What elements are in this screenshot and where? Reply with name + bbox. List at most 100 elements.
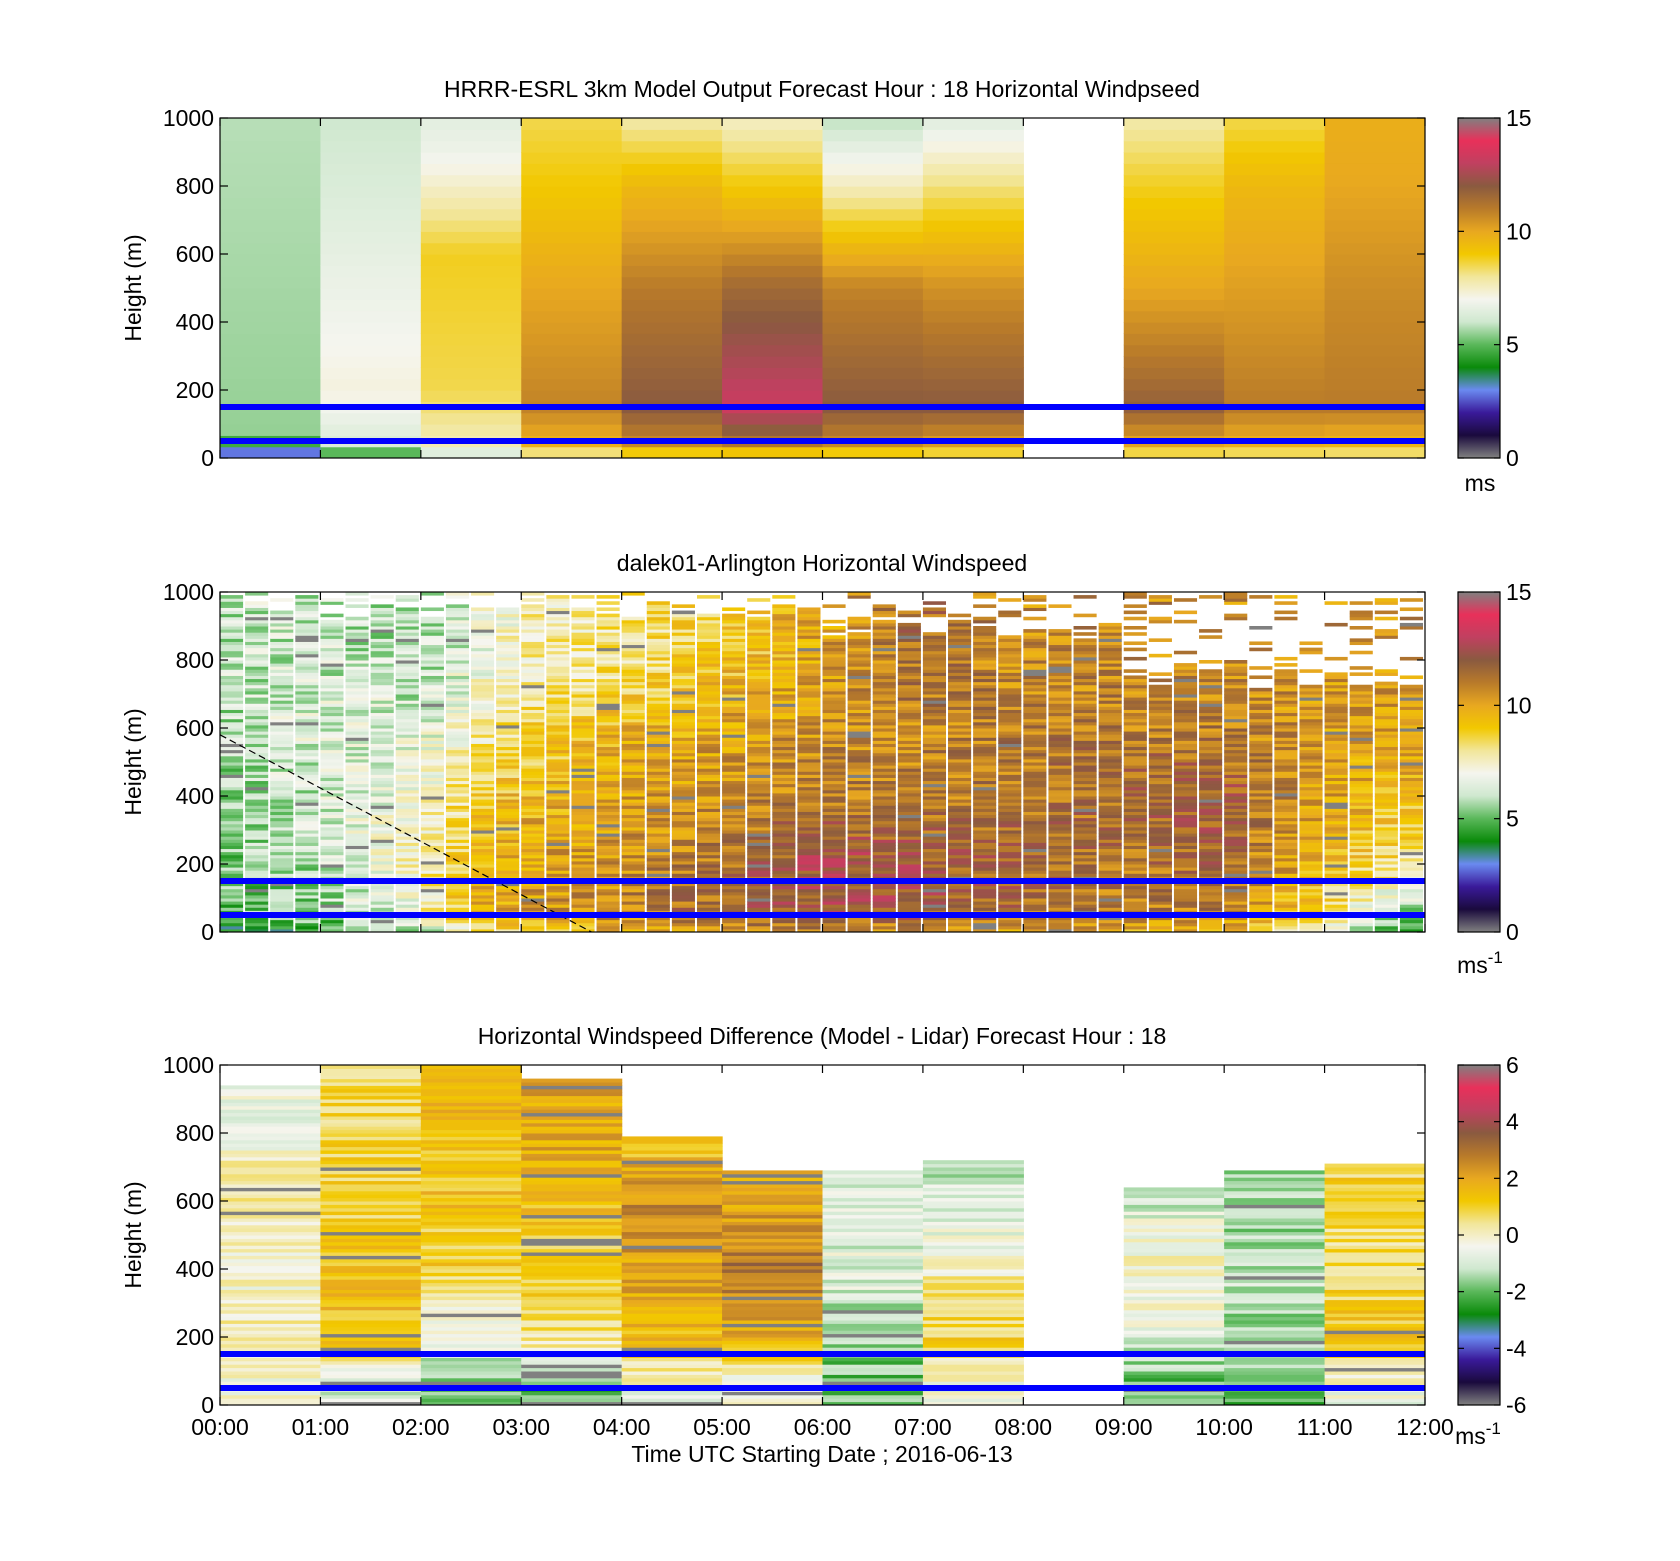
heatmap-cell (1224, 690, 1248, 695)
heatmap-cell (747, 833, 771, 837)
heatmap-cell (521, 870, 545, 874)
heatmap-cell (696, 830, 721, 834)
heatmap-cell (1173, 867, 1198, 871)
heatmap-cell (295, 715, 319, 720)
heatmap-cell (1023, 706, 1047, 710)
heatmap-cell (521, 610, 545, 615)
heatmap-cell (1224, 845, 1248, 850)
heatmap-cell (420, 242, 522, 255)
heatmap-cell (922, 780, 947, 785)
heatmap-cell (521, 356, 623, 368)
heatmap-cell (546, 598, 570, 602)
heatmap-cell (872, 721, 896, 726)
heatmap-cell (722, 888, 746, 893)
heatmap-cell (1073, 928, 1097, 932)
heatmap-cell (772, 709, 796, 714)
heatmap-cell (998, 888, 1022, 893)
heatmap-cell (722, 622, 746, 627)
heatmap-cell (571, 814, 595, 819)
heatmap-cell (345, 919, 369, 924)
heatmap-cell (948, 799, 972, 803)
heatmap-cell (772, 669, 796, 673)
heatmap-cell (295, 860, 319, 865)
heatmap-cell (772, 728, 796, 732)
heatmap-cell (722, 641, 746, 646)
heatmap-cell (696, 771, 721, 775)
heatmap-cell (1123, 675, 1147, 680)
heatmap-cell (420, 231, 522, 244)
heatmap-cell (270, 811, 294, 816)
heatmap-cell (1224, 796, 1248, 800)
heatmap-cell (747, 799, 771, 803)
heatmap-cell (772, 734, 796, 738)
heatmap-cell (345, 622, 369, 627)
heatmap-cell (521, 663, 545, 667)
heatmap-cell (1098, 928, 1122, 932)
heatmap-cell (471, 885, 495, 890)
heatmap-cell (1073, 783, 1097, 788)
heatmap-cell (1249, 626, 1273, 630)
heatmap-cell (1148, 826, 1172, 831)
heatmap-cell (747, 737, 771, 741)
heatmap-cell (1123, 768, 1147, 772)
heatmap-cell (973, 885, 997, 890)
heatmap-cell (973, 749, 997, 754)
heatmap-cell (747, 901, 771, 905)
heatmap-cell (320, 709, 344, 714)
heatmap-cell (772, 873, 796, 877)
heatmap-cell (973, 604, 997, 608)
heatmap-cell (847, 647, 871, 652)
heatmap-cell (320, 860, 344, 865)
heatmap-cell (696, 762, 721, 766)
heatmap-cell (1073, 678, 1097, 683)
heatmap-cell (1073, 626, 1097, 630)
heatmap-cell (420, 743, 444, 748)
heatmap-cell (496, 641, 520, 646)
heatmap-cell (596, 672, 620, 676)
heatmap-cell (922, 709, 947, 714)
heatmap-cell (370, 604, 394, 608)
heatmap-cell (320, 755, 344, 760)
heatmap-cell (722, 378, 824, 391)
heatmap-cell (521, 857, 545, 862)
heatmap-cell (270, 814, 294, 819)
heatmap-cell (1048, 650, 1072, 655)
heatmap-cell (1023, 755, 1047, 760)
heatmap-cell (1299, 802, 1323, 806)
heatmap-cell (797, 916, 821, 921)
heatmap-cell (546, 786, 570, 791)
heatmap-cell (1199, 749, 1223, 754)
heatmap-cell (395, 777, 419, 782)
heatmap-cell (345, 731, 369, 735)
heatmap-cell (1199, 758, 1223, 763)
heatmap-cell (973, 765, 997, 769)
heatmap-cell (1224, 322, 1326, 334)
heatmap-cell (822, 839, 846, 843)
heatmap-cell (571, 830, 595, 834)
heatmap-cell (596, 780, 620, 785)
heatmap-cell (822, 715, 846, 720)
heatmap-cell (220, 826, 244, 831)
heatmap-cell (1123, 802, 1147, 806)
heatmap-cell (295, 873, 319, 877)
heatmap-cell (220, 669, 244, 673)
heatmap-cell (922, 687, 947, 692)
heatmap-cell (1324, 777, 1348, 782)
heatmap-cell (395, 928, 419, 932)
heatmap-cell (948, 928, 972, 932)
heatmap-cell (596, 715, 620, 720)
heatmap-cell (922, 777, 947, 782)
heatmap-cell (596, 783, 620, 788)
heatmap-cell (1224, 901, 1248, 905)
heatmap-cell (496, 820, 520, 825)
heatmap-cell (722, 922, 746, 927)
heatmap-cell (1148, 820, 1172, 825)
heatmap-cell (1324, 811, 1348, 816)
heatmap-cell (847, 743, 871, 748)
heatmap-cell (696, 898, 721, 902)
heatmap-cell (496, 833, 520, 837)
heatmap-cell (722, 288, 824, 300)
heatmap-cell (445, 650, 470, 655)
heatmap-cell (1274, 616, 1298, 621)
heatmap-cell (220, 777, 244, 782)
